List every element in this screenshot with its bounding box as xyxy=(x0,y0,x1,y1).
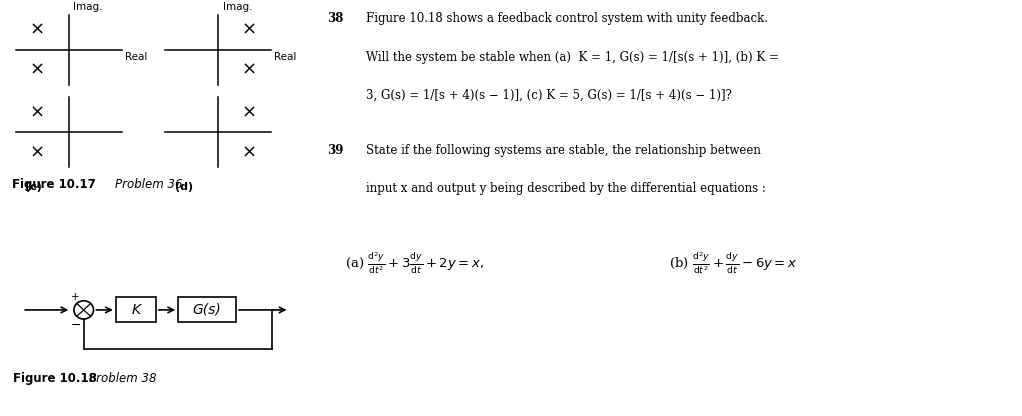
Text: Problem 36: Problem 36 xyxy=(115,178,183,191)
Text: ×: × xyxy=(30,143,45,161)
Text: Will the system be stable when (a)  K = 1, G(s) = 1/[s(s + 1)], (b) K =: Will the system be stable when (a) K = 1… xyxy=(366,51,779,64)
Text: ×: × xyxy=(30,21,45,39)
Text: Figure 10.17: Figure 10.17 xyxy=(12,178,96,191)
Text: Figure 10.18: Figure 10.18 xyxy=(13,372,97,385)
Text: Real: Real xyxy=(125,52,147,62)
FancyBboxPatch shape xyxy=(178,297,236,322)
Text: ×: × xyxy=(242,21,257,39)
Text: Problem 38: Problem 38 xyxy=(89,372,156,385)
Text: Figure 10.18 shows a feedback control system with unity feedback.: Figure 10.18 shows a feedback control sy… xyxy=(366,12,769,25)
Text: −: − xyxy=(71,319,81,332)
FancyBboxPatch shape xyxy=(115,297,155,322)
Text: Imag.: Imag. xyxy=(223,2,252,12)
Text: (a) $\frac{\mathrm{d}^2y}{\mathrm{d}t^2} + 3\frac{\mathrm{d}y}{\mathrm{d}t} + 2y: (a) $\frac{\mathrm{d}^2y}{\mathrm{d}t^2}… xyxy=(345,250,484,275)
Text: ×: × xyxy=(242,61,257,79)
Text: K: K xyxy=(131,303,140,317)
Text: (d): (d) xyxy=(175,182,193,192)
Text: ×: × xyxy=(30,61,45,79)
Text: Real: Real xyxy=(274,52,296,62)
Text: (b) $\frac{\mathrm{d}^2y}{\mathrm{d}t^2} + \frac{\mathrm{d}y}{\mathrm{d}t} - 6y : (b) $\frac{\mathrm{d}^2y}{\mathrm{d}t^2}… xyxy=(669,250,798,275)
Text: ×: × xyxy=(242,103,257,121)
Text: ×: × xyxy=(242,143,257,161)
Text: +: + xyxy=(72,292,80,302)
Text: G(s): G(s) xyxy=(193,303,222,317)
Text: input x and output y being described by the differential equations :: input x and output y being described by … xyxy=(366,182,766,195)
Text: ×: × xyxy=(30,103,45,121)
Text: 39: 39 xyxy=(327,144,343,157)
Text: (c): (c) xyxy=(25,182,42,192)
Text: 38: 38 xyxy=(327,12,343,25)
Text: 3, G(s) = 1/[s + 4)(s − 1)], (c) K = 5, G(s) = 1/[s + 4)(s − 1)]?: 3, G(s) = 1/[s + 4)(s − 1)], (c) K = 5, … xyxy=(366,89,732,102)
Text: Imag.: Imag. xyxy=(74,2,103,12)
Text: State if the following systems are stable, the relationship between: State if the following systems are stabl… xyxy=(366,144,761,157)
